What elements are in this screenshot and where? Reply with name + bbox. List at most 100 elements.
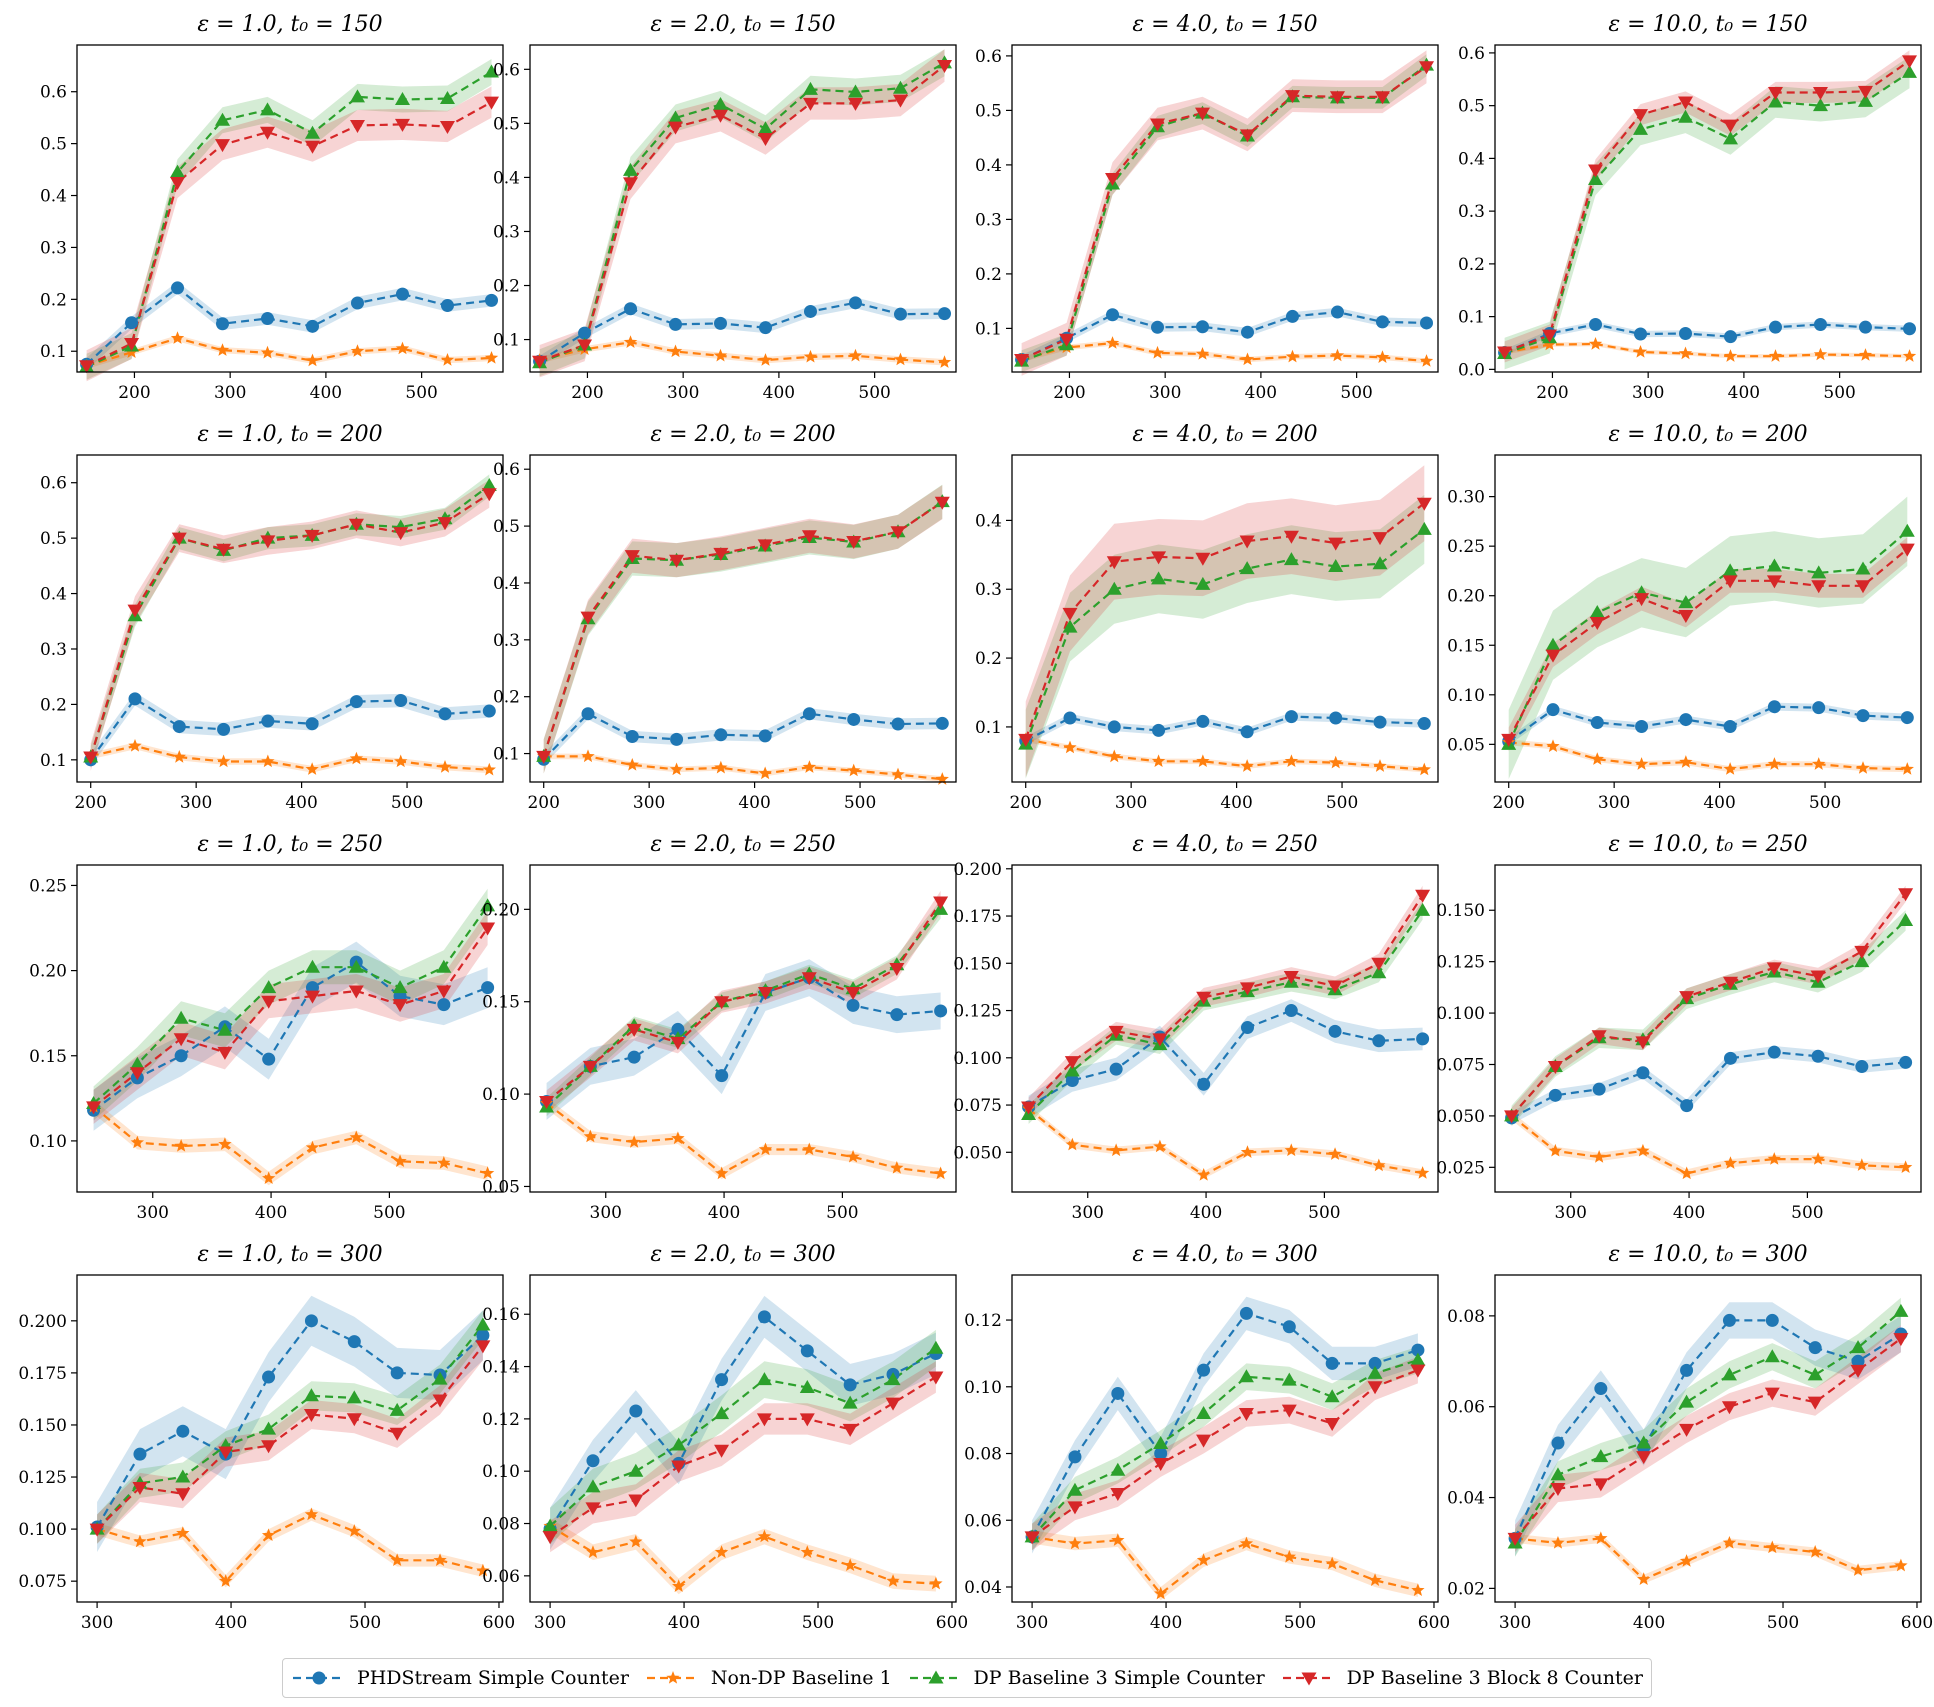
data-point — [1195, 552, 1211, 566]
data-point — [128, 692, 142, 706]
data-point — [1239, 535, 1255, 549]
legend-swatch-dp-simple-counter — [909, 1670, 962, 1684]
data-point — [1856, 709, 1870, 723]
data-point — [1153, 1458, 1169, 1472]
data-point — [1367, 1381, 1383, 1395]
data-point — [1722, 575, 1738, 589]
data-point — [304, 529, 320, 543]
data-point — [1372, 532, 1388, 546]
data-point — [170, 177, 186, 191]
subplot-title: ε = 10.0, t₀ = 250 — [1608, 832, 1807, 857]
data-point — [1024, 1531, 1040, 1545]
legend-marker — [666, 1671, 680, 1684]
x-tick-label: 500 — [1791, 1203, 1823, 1223]
series-line — [549, 1376, 937, 1538]
data-point — [170, 331, 185, 344]
data-point — [1902, 349, 1917, 362]
data-point — [670, 1036, 686, 1050]
data-point — [484, 96, 500, 110]
data-point — [346, 1390, 362, 1404]
y-tick-label: 0.06 — [1447, 1398, 1485, 1418]
legend-marker — [928, 1670, 944, 1684]
confidence-band — [550, 1329, 936, 1545]
data-point — [714, 1545, 729, 1558]
y-tick-label: 0.16 — [482, 1305, 520, 1325]
confidence-band — [1025, 736, 1425, 773]
data-point — [173, 1010, 189, 1024]
y-tick-label: 0.3 — [975, 210, 1002, 230]
data-point — [1239, 1536, 1254, 1550]
series-line — [1028, 1009, 1423, 1108]
data-point — [1330, 348, 1345, 362]
y-tick-label: 0.100 — [18, 1520, 67, 1540]
plot-frame — [1494, 1274, 1922, 1603]
data-point — [1240, 352, 1255, 366]
data-point — [1808, 1341, 1822, 1355]
data-point — [1550, 1482, 1566, 1496]
plot-frame — [529, 44, 957, 373]
subplot: ε = 2.0, t₀ = 300 300 400 500 600 0.06 0.08 0.1… — [482, 1242, 968, 1633]
legend-swatch-non-dp-baseline — [646, 1671, 699, 1684]
data-point — [1546, 703, 1560, 717]
data-point — [1589, 605, 1605, 619]
data-point — [669, 762, 684, 776]
data-point — [1850, 1340, 1866, 1354]
data-point — [1062, 619, 1078, 633]
data-point — [1110, 1488, 1126, 1502]
subplot-title: ε = 4.0, t₀ = 200 — [1132, 422, 1317, 447]
data-point — [1679, 1394, 1695, 1408]
data-point — [1283, 552, 1299, 566]
data-point — [1415, 889, 1431, 903]
confidence-band — [1508, 496, 1908, 779]
subplot: ε = 10.0, t₀ = 150 200 300 400 500 0.0 0.1 0.2 0… — [1458, 12, 1922, 403]
data-point — [803, 304, 817, 318]
y-tick-label: 0.075 — [18, 1572, 67, 1592]
data-point — [393, 1154, 407, 1168]
y-tick-label: 0.125 — [18, 1468, 67, 1488]
data-point — [1151, 571, 1167, 585]
data-point — [1855, 580, 1871, 594]
data-point — [124, 345, 139, 358]
data-point — [79, 360, 95, 374]
data-point — [1898, 913, 1914, 927]
subplot: ε = 4.0, t₀ = 250 300 400 500 0.050 0.075 0.10… — [953, 832, 1439, 1223]
data-point — [262, 1171, 276, 1185]
data-point — [629, 1404, 643, 1418]
data-point — [802, 707, 816, 721]
data-point — [1197, 1077, 1211, 1091]
data-point — [480, 922, 496, 936]
plot-frame — [1011, 864, 1439, 1193]
plot-frame — [529, 864, 957, 1193]
data-point — [171, 281, 185, 295]
data-point — [539, 1095, 555, 1109]
data-point — [892, 80, 908, 94]
data-point — [86, 1101, 102, 1115]
confidence-band — [1025, 712, 1425, 745]
data-point — [627, 1135, 641, 1148]
series-line — [90, 744, 490, 771]
x-tick-label: 200 — [74, 793, 106, 813]
series-line — [539, 301, 945, 363]
confidence-band — [86, 281, 492, 371]
data-point — [1059, 333, 1075, 347]
data-point — [672, 1579, 686, 1592]
confidence-band — [97, 1331, 483, 1544]
y-tick-label: 0.20 — [1447, 587, 1485, 607]
subplot-title: ε = 2.0, t₀ = 300 — [650, 1242, 835, 1267]
x-tick-label: 500 — [1823, 383, 1855, 403]
legend: PHDStream Simple Counter Non-DP Baseline… — [282, 1658, 1652, 1698]
data-point — [1328, 537, 1344, 551]
data-point — [532, 355, 548, 369]
data-point — [347, 1524, 361, 1537]
data-point — [304, 1314, 318, 1328]
data-point — [127, 604, 143, 618]
confidence-band — [546, 890, 941, 1113]
x-tick-label: 300 — [1115, 793, 1147, 813]
data-point — [1812, 757, 1826, 770]
x-tick-label: 300 — [180, 793, 212, 813]
data-point — [394, 694, 408, 708]
y-tick-label: 0.14 — [482, 1358, 520, 1378]
data-point — [1766, 575, 1782, 589]
data-point — [583, 1129, 598, 1143]
data-point — [1812, 86, 1828, 100]
